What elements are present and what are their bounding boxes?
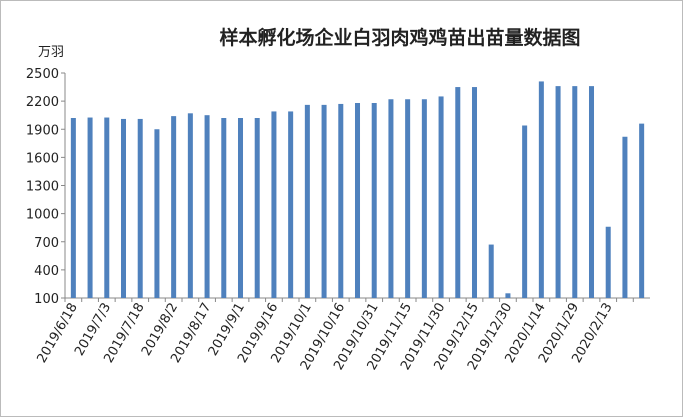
bar: [405, 99, 411, 298]
y-tick-label: 1900: [26, 123, 59, 138]
bar: [605, 226, 611, 298]
bar: [87, 117, 93, 298]
y-tick-label: 2200: [26, 95, 59, 110]
bar: [588, 86, 595, 298]
bar: [271, 111, 277, 298]
y-tick-label: 2500: [26, 67, 59, 82]
bar: [438, 96, 444, 298]
y-tick-label: 700: [34, 236, 59, 251]
y-tick-label: 400: [34, 264, 59, 279]
bar: [171, 116, 177, 298]
y-tick-label: 100: [34, 292, 59, 307]
bar: [104, 117, 110, 298]
bar: [137, 118, 143, 298]
bar: [488, 244, 494, 298]
bar: [639, 123, 645, 298]
bar: [288, 111, 294, 298]
bar: [421, 99, 427, 298]
bar: [572, 86, 578, 298]
y-tick-label: 1300: [26, 180, 59, 195]
bar: [388, 99, 394, 298]
bar: [237, 118, 244, 298]
bar: [221, 118, 227, 298]
bar: [187, 113, 193, 298]
bar: [321, 104, 327, 298]
bar: [254, 118, 260, 298]
bar: [455, 87, 461, 298]
y-tick-label: 1000: [26, 208, 59, 223]
y-axis-label: 万羽: [38, 45, 64, 60]
bar: [304, 104, 310, 298]
y-tick-label: 1600: [26, 151, 59, 166]
bar: [204, 115, 210, 298]
bar: [338, 103, 344, 298]
bar: [622, 136, 628, 298]
bar: [538, 81, 544, 298]
bar: [120, 118, 127, 298]
bar: [555, 86, 561, 298]
chart-title: 样本孵化场企业白羽肉鸡鸡苗出苗量数据图: [219, 26, 580, 49]
bar: [70, 118, 76, 298]
bar: [154, 129, 160, 298]
bar: [505, 293, 511, 298]
bar: [354, 103, 361, 298]
bar: [371, 103, 377, 298]
bar: [471, 87, 478, 298]
bar: [522, 125, 528, 298]
